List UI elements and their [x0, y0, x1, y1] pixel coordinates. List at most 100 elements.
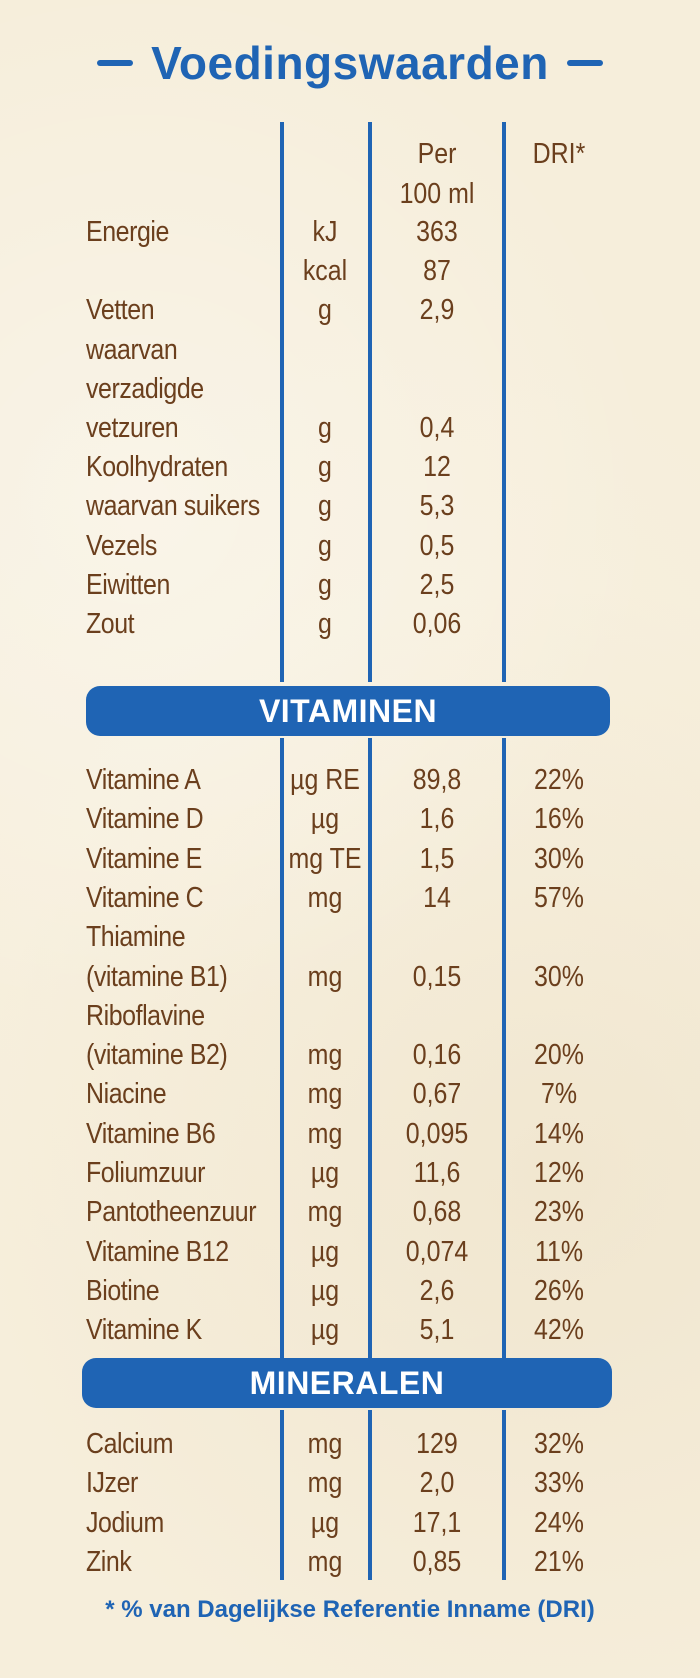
per-header: Per: [417, 138, 457, 170]
table-header: Per DRI*: [0, 134, 700, 174]
nutrient-name: Vetten: [86, 294, 155, 327]
vitamins-banner: VITAMINEN: [86, 686, 610, 736]
nutrient-name: IJzer: [86, 1467, 138, 1500]
nutrient-unit: g: [318, 294, 332, 327]
table-row: Calcium mg 129 32%: [0, 1424, 700, 1464]
table-row: Vitamine C mg 14 57%: [0, 878, 700, 918]
column-divider-1: [280, 1410, 284, 1580]
title-dash-left: [97, 60, 134, 66]
footnote: * % van Dagelijkse Referentie Inname (DR…: [105, 1596, 595, 1623]
nutrient-unit: mg: [307, 960, 343, 993]
nutrient-dri: 23%: [534, 1196, 584, 1229]
table-row: Vetten g 2,9: [0, 290, 700, 330]
title-bar: Voedingswaarden: [0, 28, 700, 98]
nutrient-name: Niacine: [86, 1078, 167, 1111]
nutrient-value: 12: [423, 451, 451, 484]
nutrient-dri: 22%: [534, 764, 584, 796]
nutrient-dri: 30%: [534, 960, 584, 993]
table-row: vetzuren g 0,4: [0, 408, 700, 448]
nutrient-dri: 14%: [534, 1117, 584, 1150]
nutrient-value: 17,1: [412, 1506, 462, 1539]
nutrient-name: Calcium: [86, 1428, 174, 1460]
nutrient-dri: 11%: [534, 1235, 584, 1268]
nutrient-name: waarvan suikers: [86, 490, 260, 523]
nutrient-unit: mg: [307, 881, 343, 914]
table-row: (vitamine B1) mg 0,15 30%: [0, 957, 700, 997]
nutrient-value: 129: [416, 1428, 458, 1460]
nutrient-dri: 42%: [534, 1314, 584, 1347]
table-row: Riboflavine: [0, 996, 700, 1036]
nutrient-dri: 21%: [534, 1545, 584, 1578]
table-row: Biotine µg 2,6 26%: [0, 1271, 700, 1311]
nutrient-dri: 16%: [534, 803, 584, 836]
nutrient-name: (vitamine B2): [86, 1039, 228, 1072]
nutrient-unit: g: [318, 451, 332, 484]
table-row: Vitamine E mg TE 1,5 30%: [0, 839, 700, 879]
minerals-banner: MINERALEN: [82, 1358, 612, 1408]
nutrient-unit: mg: [307, 1196, 343, 1229]
nutrient-unit: mg: [307, 1078, 343, 1111]
nutrient-dri: 33%: [534, 1467, 584, 1500]
column-divider-3: [502, 122, 506, 682]
table-row: verzadigde: [0, 369, 700, 409]
nutrient-value: 2,5: [419, 568, 455, 601]
table-row: Vitamine B12 µg 0,074 11%: [0, 1232, 700, 1272]
nutrient-value: 87: [423, 255, 451, 288]
nutrient-name: Jodium: [86, 1506, 164, 1539]
nutrient-value: 2,9: [419, 294, 455, 327]
table-row: Jodium µg 17,1 24%: [0, 1503, 700, 1543]
table-row: kcal 87: [0, 251, 700, 291]
dri-header: DRI*: [532, 138, 586, 170]
nutrient-name: verzadigde: [86, 372, 204, 405]
nutrient-unit: g: [318, 529, 332, 562]
nutrient-unit: g: [318, 608, 332, 640]
nutrient-name: (vitamine B1): [86, 960, 228, 993]
nutrient-value: 11,6: [413, 1157, 461, 1189]
nutrient-unit: g: [318, 412, 332, 444]
table-row: Vezels g 0,5: [0, 526, 700, 566]
table-row: Eiwitten g 2,5: [0, 565, 700, 605]
nutrient-name: Vitamine K: [86, 1314, 202, 1347]
nutrient-value: 0,15: [412, 960, 462, 993]
nutrient-unit: µg: [310, 1506, 340, 1539]
nutrient-value: 1,5: [419, 842, 455, 875]
nutrient-dri: 32%: [534, 1428, 584, 1460]
column-divider-3: [502, 738, 506, 1358]
nutrient-name: Zink: [86, 1545, 132, 1578]
nutrient-value: 0,074: [405, 1235, 469, 1268]
nutrient-value: 0,16: [412, 1039, 462, 1072]
nutrient-dri: 30%: [534, 842, 584, 875]
table-row: Zink mg 0,85 21%: [0, 1542, 700, 1582]
nutrient-unit: mg: [307, 1545, 343, 1578]
nutrient-name: Pantotheenzuur: [86, 1196, 257, 1229]
table-row: IJzer mg 2,0 33%: [0, 1463, 700, 1503]
nutrient-name: Vitamine A: [86, 764, 201, 796]
nutrient-value: 0,5: [419, 529, 455, 562]
nutrient-value: 2,6: [419, 1274, 455, 1307]
nutrient-name: Riboflavine: [86, 999, 205, 1032]
nutrient-value: 0,095: [405, 1117, 469, 1150]
nutrient-value: 0,68: [412, 1196, 462, 1229]
nutrient-unit: kJ: [312, 216, 338, 248]
nutrient-unit: g: [318, 568, 332, 601]
nutrient-unit: µg: [310, 1157, 340, 1189]
nutrient-name: Foliumzuur: [86, 1157, 206, 1189]
nutrient-name: Zout: [86, 608, 135, 640]
nutrient-dri: 24%: [534, 1506, 584, 1539]
column-divider-2: [368, 738, 372, 1358]
nutrient-name: Vitamine B6: [86, 1117, 216, 1150]
table-row: Zout g 0,06: [0, 604, 700, 644]
nutrient-unit: mg TE: [288, 842, 362, 875]
nutrient-dri: 20%: [534, 1039, 584, 1072]
nutrient-name: waarvan: [86, 333, 178, 366]
nutrient-value: 0,4: [419, 412, 455, 444]
nutrient-value: 1,6: [419, 803, 455, 836]
column-divider-2: [368, 122, 372, 682]
column-divider-1: [280, 738, 284, 1358]
nutrient-unit: µg: [310, 803, 340, 836]
nutrient-name: Thiamine: [86, 921, 186, 954]
nutrient-name: Biotine: [86, 1274, 160, 1307]
table-row: Vitamine K µg 5,1 42%: [0, 1310, 700, 1350]
nutrient-name: Vitamine C: [86, 881, 204, 914]
table-row: Niacine mg 0,67 7%: [0, 1074, 700, 1114]
